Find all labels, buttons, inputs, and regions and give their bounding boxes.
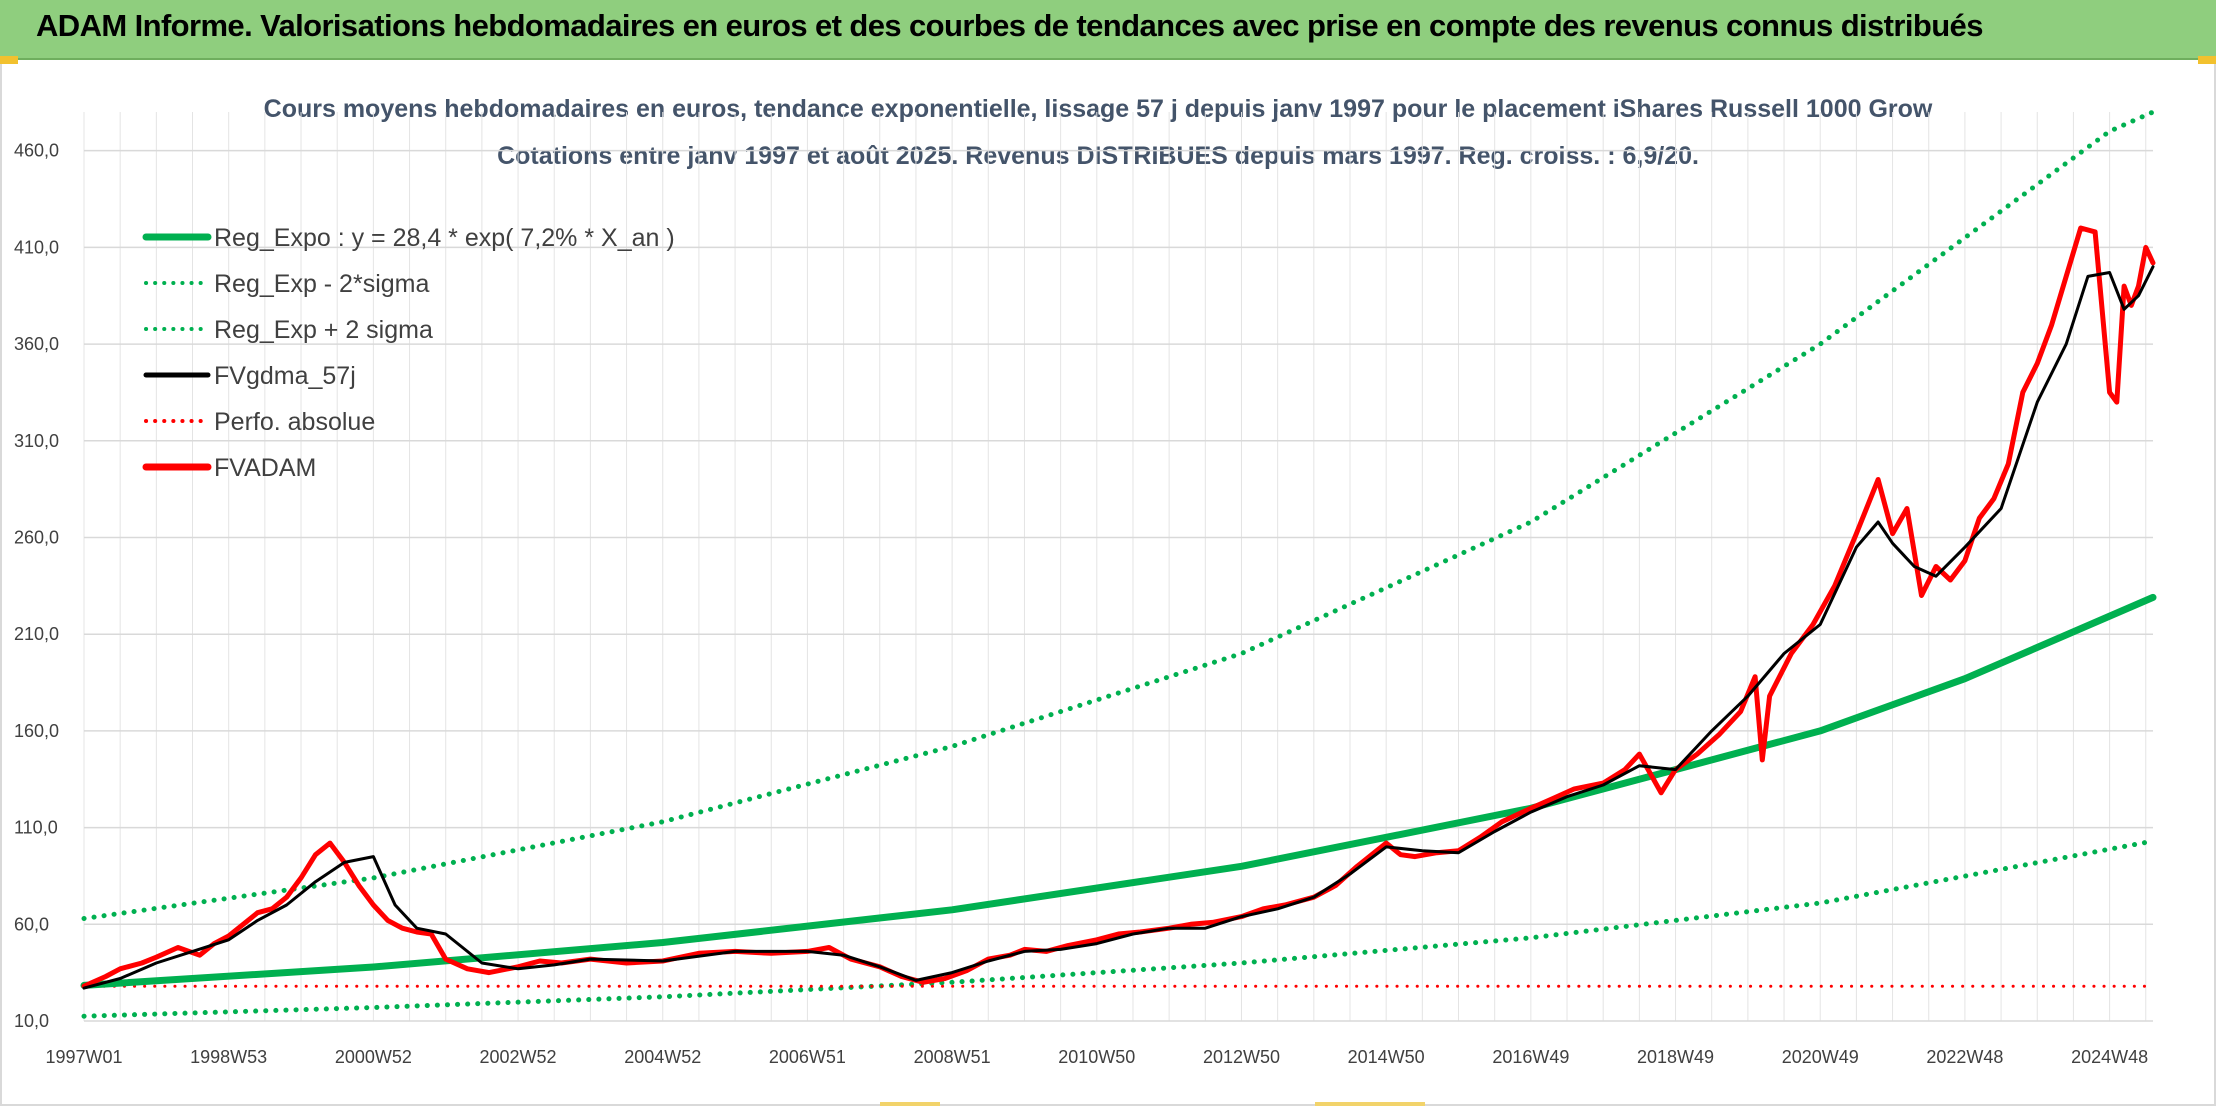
y-tick-label: 210,0 (14, 624, 59, 644)
series-line-3 (82, 265, 2155, 990)
legend-label: FVADAM (214, 454, 316, 482)
x-tick-label: 2006W51 (769, 1047, 846, 1067)
corner-accent-right (2198, 56, 2216, 64)
y-tick-label: 160,0 (14, 721, 59, 741)
legend-label: Reg_Exp + 2 sigma (214, 316, 433, 344)
y-tick-label: 310,0 (14, 431, 59, 451)
bottom-accent (880, 1102, 940, 1106)
x-tick-label: 2002W52 (480, 1047, 557, 1067)
series-line-0 (80, 593, 2157, 989)
x-tick-label: 2012W50 (1203, 1047, 1280, 1067)
series-group (80, 109, 2157, 1019)
legend: Reg_Expo : y = 28,4 * exp( 7,2% * X_an )… (142, 224, 675, 482)
corner-accent-left (0, 56, 18, 64)
y-tick-label: 410,0 (14, 237, 59, 257)
x-tick-label: 2018W49 (1637, 1047, 1714, 1067)
x-tick-label: 2014W50 (1348, 1047, 1425, 1067)
series-line-5 (81, 225, 2156, 989)
chart-title-line2: Cotations entre janv 1997 et août 2025. … (497, 142, 1699, 170)
y-tick-label: 60,0 (14, 914, 49, 934)
y-tick-label: 260,0 (14, 527, 59, 547)
x-tick-label: 2004W52 (624, 1047, 701, 1067)
x-tick-label: 2024W48 (2071, 1047, 2148, 1067)
y-tick-label: 460,0 (14, 141, 59, 161)
y-tick-label: 360,0 (14, 334, 59, 354)
series-line-1 (81, 838, 2156, 1019)
legend-label: Reg_Exp - 2*sigma (214, 270, 429, 298)
header-bar: ADAM Informe. Valorisations hebdomadaire… (0, 0, 2216, 60)
legend-label: Perfo. absolue (214, 408, 375, 436)
x-tick-label: 2010W50 (1058, 1047, 1135, 1067)
x-axis: 1997W01 1998W53 2000W52 2002W52 2004W52 2006W… (45, 1047, 2148, 1067)
y-tick-label: 110,0 (14, 818, 58, 838)
x-tick-label: 1997W01 (45, 1047, 122, 1067)
x-tick-label: 2016W49 (1492, 1047, 1569, 1067)
legend-label: Reg_Expo : y = 28,4 * exp( 7,2% * X_an ) (214, 224, 675, 252)
x-tick-label: 2008W51 (914, 1047, 991, 1067)
legend-label: FVgdma_57j (214, 362, 356, 390)
page-title: ADAM Informe. Valorisations hebdomadaire… (36, 8, 1983, 43)
x-tick-label: 1998W53 (190, 1047, 267, 1067)
chart-title-line1: Cours moyens hebdomadaires en euros, ten… (264, 95, 1933, 123)
grid (83, 112, 2153, 1022)
x-tick-label: 2022W48 (1926, 1047, 2003, 1067)
y-axis: 10,0 60,0 110,0 160,0 210,0 260,0 310,0 360,0 41… (14, 141, 59, 1031)
x-tick-label: 2000W52 (335, 1047, 412, 1067)
y-tick-label: 10,0 (14, 1011, 49, 1031)
x-tick-label: 2020W49 (1782, 1047, 1859, 1067)
series-line-2 (81, 109, 2156, 921)
bottom-accent (1315, 1102, 1425, 1106)
